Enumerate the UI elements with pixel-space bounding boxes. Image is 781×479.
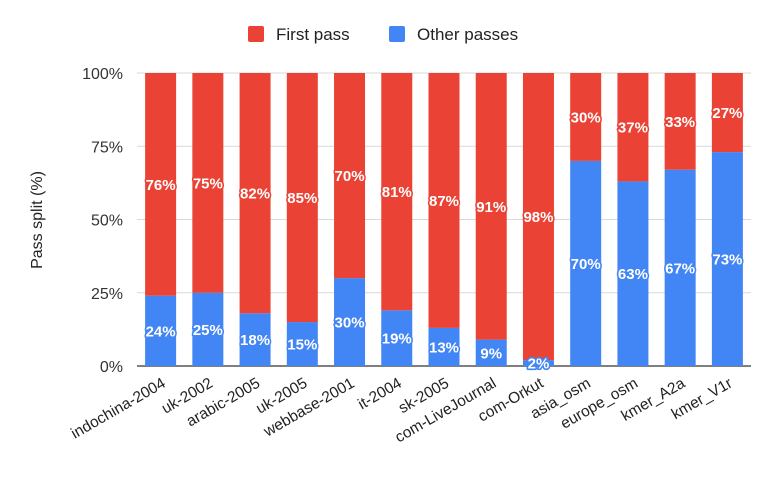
data-label: 91%	[476, 199, 506, 216]
bar-other-passes	[570, 160, 602, 366]
y-tick-label: 75%	[91, 139, 123, 156]
bar-first-pass	[617, 73, 649, 182]
bar-other-passes	[192, 292, 224, 366]
data-label: 98%	[523, 209, 553, 226]
bar-other-passes	[286, 322, 318, 366]
y-tick-label: 25%	[91, 286, 123, 303]
bar-other-passes	[711, 152, 743, 366]
legend: First pass Other passes	[248, 25, 518, 44]
bar-first-pass	[711, 73, 743, 153]
bar-other-passes	[428, 327, 460, 366]
bar-other-passes	[475, 339, 507, 366]
data-label: 33%	[665, 114, 695, 131]
y-tick-label: 0%	[100, 359, 123, 376]
x-tick-label: indochina-2004	[68, 375, 169, 443]
bar-other-passes	[239, 313, 271, 366]
bar-first-pass	[192, 73, 224, 293]
bar-first-pass	[664, 73, 696, 170]
data-label: 9%	[480, 345, 502, 362]
y-axis-label: Pass split (%)	[29, 171, 46, 269]
y-tick-label: 100%	[82, 66, 123, 83]
data-label: 87%	[429, 193, 459, 210]
data-label: 67%	[665, 260, 695, 277]
data-label: 30%	[335, 315, 365, 332]
bar-first-pass	[381, 73, 413, 311]
bar-first-pass	[145, 73, 177, 296]
data-label: 73%	[712, 252, 742, 269]
data-label: 24%	[146, 323, 176, 340]
data-label: 76%	[146, 177, 176, 194]
data-label: 70%	[335, 168, 365, 185]
bar-other-passes	[664, 169, 696, 366]
bar-other-passes	[145, 295, 177, 366]
data-label: 13%	[429, 339, 459, 356]
data-label: 19%	[382, 331, 412, 348]
bar-first-pass	[475, 73, 507, 340]
bar-other-passes	[617, 181, 649, 366]
legend-label-other-passes: Other passes	[417, 25, 518, 44]
data-label: 25%	[193, 322, 223, 339]
legend-swatch-other-passes	[389, 26, 405, 42]
y-tick-label: 50%	[91, 213, 123, 230]
legend-swatch-first-pass	[248, 26, 264, 42]
bar-first-pass	[334, 73, 366, 279]
bar-first-pass	[428, 73, 460, 328]
data-label: 15%	[287, 337, 317, 354]
bar-other-passes	[381, 310, 413, 366]
data-label: 82%	[240, 186, 270, 203]
bar-first-pass	[239, 73, 271, 314]
bar-other-passes	[522, 360, 554, 366]
data-label: 81%	[382, 184, 412, 201]
legend-label-first-pass: First pass	[276, 25, 350, 44]
data-label: 63%	[618, 266, 648, 283]
data-label: 2%	[528, 356, 550, 373]
data-label: 75%	[193, 175, 223, 192]
data-label: 27%	[712, 105, 742, 122]
data-label: 18%	[240, 332, 270, 349]
bar-other-passes	[334, 278, 366, 366]
bar-first-pass	[522, 73, 554, 361]
data-label: 30%	[571, 109, 601, 126]
data-label: 85%	[287, 190, 317, 207]
bar-first-pass	[570, 73, 602, 161]
data-label: 70%	[571, 256, 601, 273]
data-label: 37%	[618, 120, 648, 137]
bar-first-pass	[286, 73, 318, 323]
